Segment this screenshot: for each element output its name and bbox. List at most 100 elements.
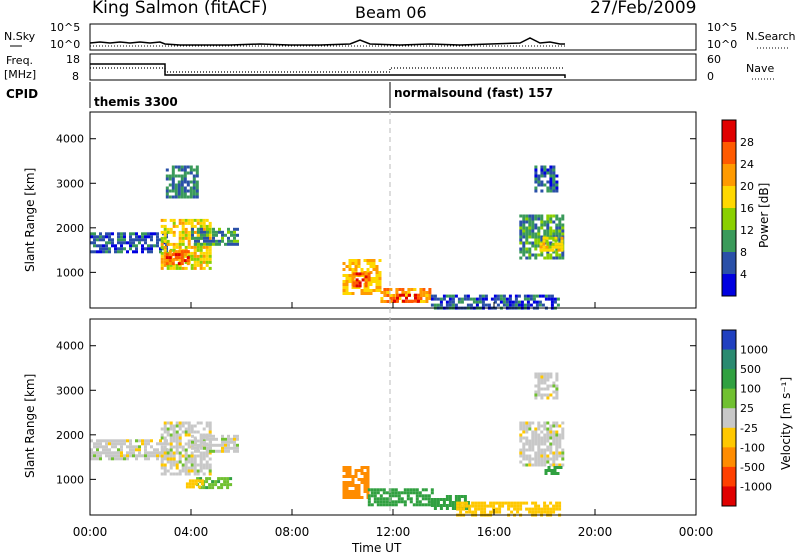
power-cell bbox=[203, 230, 206, 234]
velocity-cell bbox=[220, 486, 224, 490]
velocity-cell bbox=[546, 387, 550, 391]
velocity-cell bbox=[156, 442, 159, 446]
power-cell bbox=[425, 297, 429, 300]
velocity-cell bbox=[96, 451, 99, 455]
velocity-cell bbox=[199, 451, 203, 455]
velocity-cell bbox=[430, 488, 434, 492]
power-cell bbox=[517, 294, 521, 298]
power-cell bbox=[177, 180, 181, 184]
power-cell bbox=[561, 223, 565, 227]
velocity-cell bbox=[209, 443, 212, 447]
power-cell bbox=[451, 300, 455, 304]
power-cell bbox=[378, 277, 382, 280]
power-cell bbox=[108, 250, 111, 254]
velocity-cell bbox=[540, 436, 544, 440]
velocity-cell bbox=[166, 427, 170, 431]
velocity-cell bbox=[468, 510, 472, 514]
velocity-cell bbox=[206, 449, 209, 453]
power-cell bbox=[523, 303, 527, 307]
power-cell bbox=[120, 241, 123, 245]
power-cell bbox=[396, 293, 399, 297]
power-cell bbox=[433, 294, 437, 298]
velocity-cell bbox=[549, 433, 553, 437]
power-cell bbox=[117, 247, 120, 251]
velocity-cell bbox=[480, 510, 484, 514]
power-cell bbox=[159, 238, 162, 242]
power-cell bbox=[160, 224, 164, 228]
power-cell bbox=[169, 218, 173, 222]
velocity-cell bbox=[163, 427, 167, 431]
velocity-cell bbox=[196, 454, 200, 458]
velocity-cell bbox=[196, 445, 200, 449]
velocity-cell bbox=[534, 430, 538, 434]
power-cell bbox=[514, 300, 518, 304]
power-cell bbox=[203, 236, 206, 240]
power-cell bbox=[180, 262, 184, 266]
power-cell bbox=[192, 195, 196, 199]
power-cell bbox=[171, 186, 175, 190]
power-cell bbox=[537, 229, 541, 233]
power-cell bbox=[153, 232, 156, 236]
power-cell bbox=[463, 294, 467, 298]
power-cell bbox=[111, 241, 114, 245]
velocity-cell bbox=[391, 503, 395, 507]
power-cell bbox=[481, 303, 485, 307]
velocity-cell bbox=[463, 507, 467, 510]
power-cell bbox=[552, 183, 556, 187]
power-cell bbox=[428, 288, 432, 291]
velocity-cell bbox=[147, 451, 150, 455]
velocity-cell bbox=[525, 424, 529, 428]
power-cell bbox=[175, 263, 179, 267]
velocity-cell bbox=[193, 457, 197, 461]
power-cell bbox=[534, 180, 538, 184]
velocity-cell bbox=[221, 437, 224, 441]
velocity-cell bbox=[555, 448, 559, 452]
velocity-cell bbox=[534, 442, 538, 446]
velocity-cell bbox=[226, 483, 230, 487]
velocity-cell bbox=[178, 454, 182, 458]
power-cell bbox=[358, 281, 362, 285]
power-cell bbox=[135, 244, 138, 248]
velocity-cell bbox=[546, 510, 550, 514]
velocity-cell bbox=[221, 434, 224, 438]
power-cell bbox=[554, 239, 558, 243]
power-cell bbox=[141, 247, 144, 251]
power-cell bbox=[525, 256, 529, 260]
power-cell bbox=[548, 236, 552, 240]
power-cell bbox=[554, 245, 558, 249]
power-cell bbox=[196, 233, 200, 237]
power-cell bbox=[193, 257, 197, 261]
power-cell bbox=[561, 214, 565, 218]
velocity-cell bbox=[345, 484, 349, 487]
velocity-cell bbox=[537, 436, 541, 440]
velocity-cell bbox=[436, 498, 440, 501]
velocity-cell bbox=[549, 510, 553, 514]
velocity-cell bbox=[202, 457, 206, 461]
power-cell bbox=[558, 217, 562, 221]
power-cell bbox=[202, 227, 206, 231]
velocity-cell bbox=[169, 433, 173, 437]
power-cell bbox=[171, 180, 175, 184]
velocity-cell bbox=[181, 466, 185, 470]
velocity-cell bbox=[196, 477, 200, 481]
velocity-cell bbox=[96, 439, 99, 443]
velocity-cell bbox=[217, 477, 221, 481]
velocity-cell bbox=[150, 439, 153, 443]
velocity-cell bbox=[178, 442, 182, 446]
power-cell bbox=[375, 289, 379, 292]
power-cell bbox=[540, 171, 544, 175]
velocity-cell bbox=[546, 421, 550, 425]
power-cell bbox=[496, 294, 500, 298]
velocity-cell bbox=[163, 454, 167, 458]
velocity-cell bbox=[540, 381, 544, 385]
power-cell bbox=[358, 284, 362, 288]
velocity-cell bbox=[561, 427, 565, 431]
velocity-cell bbox=[427, 503, 431, 507]
power-cell bbox=[560, 242, 564, 246]
velocity-cell bbox=[528, 421, 532, 425]
velocity-cell bbox=[465, 510, 469, 514]
velocity-cell bbox=[208, 427, 212, 431]
velocity-cell bbox=[193, 466, 197, 470]
velocity-cell bbox=[227, 437, 230, 441]
